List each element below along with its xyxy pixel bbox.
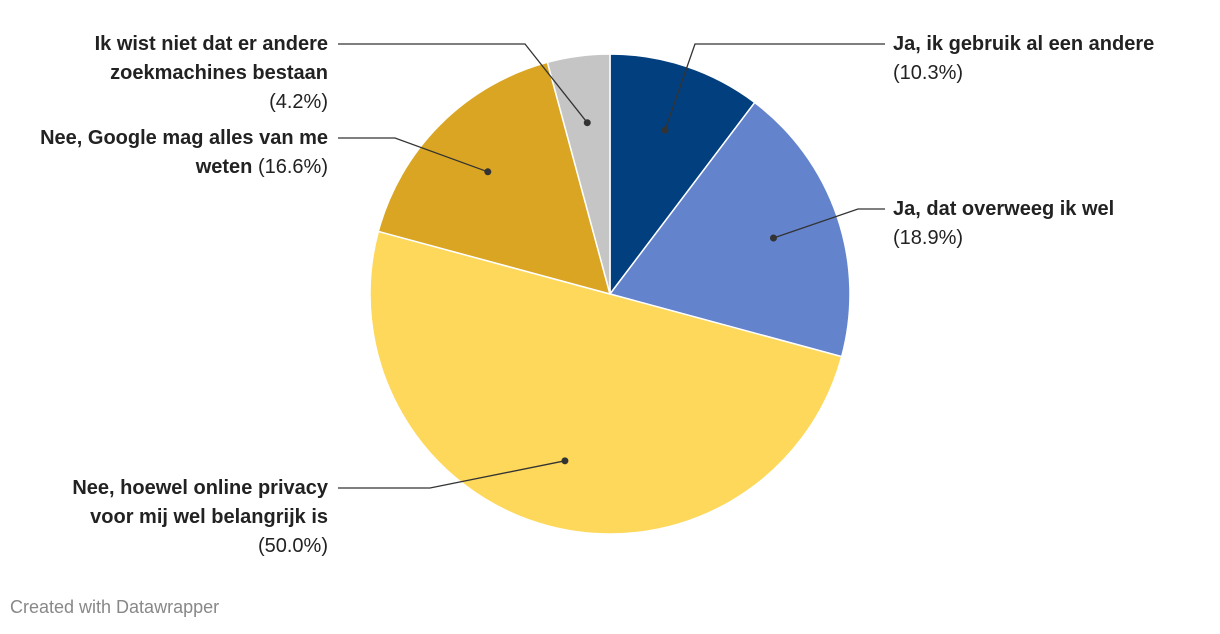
slice-label: Ja, ik gebruik al een andere (10.3%) [893,30,1213,88]
leader-dot [583,119,591,127]
leader-dot [561,457,569,465]
label-value: (10.3%) [893,62,964,84]
label-name: Ja, dat overweeg ik wel [893,198,1115,220]
label-value: (18.9%) [893,227,964,249]
leader-line [338,137,489,173]
leader-line [338,43,588,124]
label-name: Nee, hoewel online privacy voor mij wel … [72,477,328,528]
leader-dot [661,126,669,134]
slice-label: Ik wist niet dat er andere zoekmachines … [28,30,328,117]
leader-dot [484,168,492,176]
credit: Created with Datawrapper [10,597,220,617]
label-name: Ik wist niet dat er andere zoekmachines … [94,33,328,84]
label-value: (16.6%) [257,156,328,178]
label-name: Ja, ik gebruik al een andere [893,33,1155,55]
label-name: Nee, Google mag alles van me weten [40,127,328,178]
slice-label: Nee, Google mag alles van me weten (16.6… [28,124,328,182]
pie-slice [546,53,611,295]
leader-dot [769,234,777,242]
label-value: (50.0%) [257,535,328,557]
slice-label: Nee, hoewel online privacy voor mij wel … [28,474,328,561]
leader-line [664,43,885,131]
pie-slice [377,61,612,296]
pie-slice [369,230,843,535]
label-value: (4.2%) [269,91,328,113]
leader-line [773,208,885,239]
slice-label: Ja, dat overweeg ik wel (18.9%) [893,195,1213,253]
leader-line [338,460,566,489]
pie-slice [609,53,756,297]
